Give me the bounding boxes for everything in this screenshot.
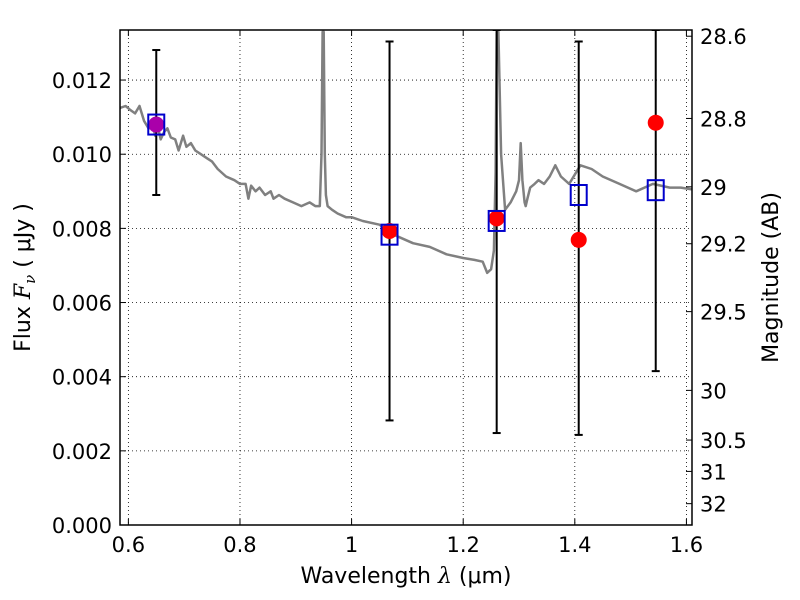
- y2-tick-label: 29: [700, 176, 727, 200]
- x-axis-title: Wavelength λ (μm): [300, 564, 511, 589]
- model-photometry-point: [646, 179, 665, 202]
- x-axis-title-prefix: Wavelength: [300, 564, 438, 589]
- y2-tick-label: 28.8: [700, 107, 747, 131]
- y-tick-label: 0.010: [52, 143, 112, 167]
- observed-point: [647, 114, 664, 131]
- observed-point: [570, 231, 587, 248]
- observed-point: [381, 222, 398, 239]
- x-tick-label: 1: [345, 533, 358, 557]
- model-photometry-point: [569, 184, 588, 206]
- y2-tick-label: 32: [700, 493, 727, 517]
- plot-frame: [119, 29, 693, 526]
- observed-point: [148, 116, 165, 133]
- y2-tick-label: 30.5: [700, 429, 747, 453]
- y-tick-label: 0.008: [52, 217, 112, 241]
- grid-layer: [120, 30, 692, 526]
- model-photometry-point: [487, 209, 506, 232]
- y-tick-label: 0.002: [52, 440, 112, 464]
- y-axis-title-prefix: Flux: [11, 299, 36, 352]
- y-axis-title: Flux Fν ( μJy ): [11, 203, 39, 352]
- y-axis-title-subscript: ν: [21, 275, 39, 284]
- x-tick-label: 1.2: [446, 533, 479, 557]
- y-tick-label: 0.004: [52, 366, 112, 390]
- y-tick-label: 0.006: [52, 292, 112, 316]
- y-tick-label: 0.000: [52, 514, 112, 538]
- observed-point: [488, 210, 505, 227]
- x-tick-label: 1.6: [670, 533, 703, 557]
- y2-tick-label: 30: [700, 379, 727, 403]
- model-photometry-point: [147, 113, 166, 136]
- model-photometry-point: [380, 223, 399, 246]
- y2-tick-label: 29.2: [700, 233, 747, 257]
- y2-tick-label: 29.5: [700, 301, 747, 325]
- x-axis-title-symbol: λ: [437, 564, 452, 589]
- axis-layer: 0.6 0.8 1 1.2 1.4 1.6 0.000 0.002 0.004 0.006 0.00…: [52, 25, 747, 557]
- x-axis-title-suffix: (μm): [452, 564, 512, 589]
- y2-axis-title: Magnitude (AB): [759, 192, 784, 363]
- y-axis-title-symbol: F: [11, 283, 36, 300]
- sed-line: [120, 30, 692, 275]
- x-tick-label: 0.8: [223, 533, 256, 557]
- x-tick-label: 1.4: [558, 533, 591, 557]
- y2-tick-label: 28.6: [700, 25, 747, 49]
- y2-tick-label: 31: [700, 460, 727, 484]
- y-axis-title-suffix: ( μJy ): [11, 203, 36, 275]
- data-layer: [120, 30, 692, 436]
- x-tick-label: 0.6: [112, 533, 145, 557]
- y-tick-label: 0.012: [52, 69, 112, 93]
